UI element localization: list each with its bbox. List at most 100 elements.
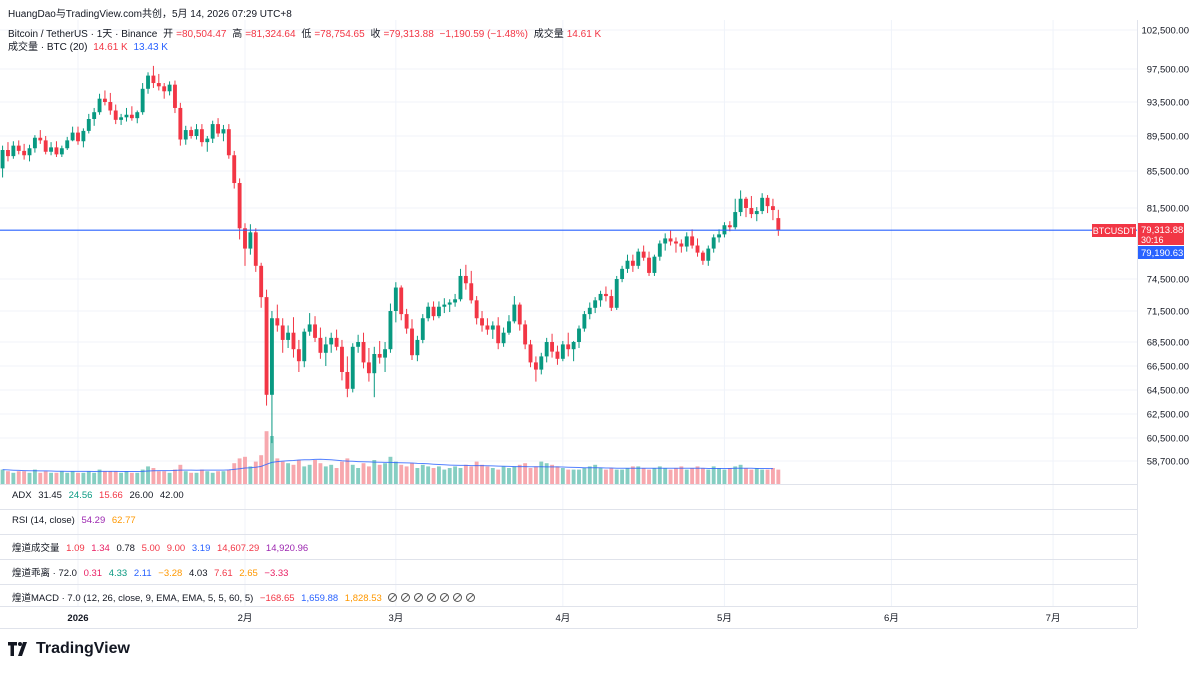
hd-volume-v1: 1.09 (66, 543, 85, 554)
candle-body (458, 275, 463, 300)
rsi-legend[interactable]: RSI (14, close) 54.29 62.77 (12, 515, 140, 526)
candle-body (776, 218, 781, 231)
candle-body (695, 245, 700, 253)
volume-bar (280, 461, 285, 484)
candle-body (162, 86, 167, 92)
volume-bar (65, 472, 70, 484)
candle-body (598, 293, 603, 301)
ma-price-tag-bg (1138, 246, 1184, 259)
volume-bar (507, 468, 511, 484)
candle-body (43, 140, 48, 152)
volume-bar (393, 461, 398, 484)
volume-bar (652, 468, 657, 484)
change-value: −1,190.59 (−1.48%) (439, 29, 528, 40)
price-tick-label: 81,500.00 (1147, 204, 1189, 215)
volume-bar (571, 469, 576, 484)
volume-bar (770, 468, 775, 484)
candle-body (189, 130, 194, 136)
candle-body (684, 236, 689, 247)
volume-bar (183, 471, 188, 484)
volume-bar (555, 466, 560, 484)
candle-body (286, 332, 291, 340)
candle-body (690, 236, 695, 246)
time-axis: 2026 2月 3月 4月 5月 6月 7月 (67, 613, 1060, 624)
volume-bar (70, 471, 75, 484)
volume-bar (776, 469, 781, 484)
countdown-tag: 30:16 (1141, 235, 1164, 245)
volume-bar (738, 464, 743, 484)
volume-bar (124, 471, 129, 484)
candle-body (97, 98, 102, 113)
hd-bias-v1: 0.31 (83, 568, 103, 579)
price-tick-label: 93,500.00 (1147, 98, 1189, 109)
volume-bar (76, 472, 80, 484)
volume-bar (474, 461, 479, 484)
volume-bar (496, 469, 501, 484)
volume-indicator-label[interactable]: 成交量 · BTC (20) (8, 42, 88, 53)
price-axis: 102,500.00 97,500.00 93,500.00 89,500.00 85,… (1141, 26, 1189, 468)
tradingview-logo[interactable]: TradingView (8, 640, 130, 658)
volume-legend: 成交量 · BTC (20) 14.61 K 13.43 K (8, 38, 171, 53)
volume-bar (59, 471, 64, 484)
close-value: =79,313.88 (383, 29, 434, 40)
candle-body (636, 251, 641, 266)
disabled-value-icon (388, 593, 398, 602)
candle-body (135, 112, 140, 119)
price-tick-label: 102,500.00 (1141, 26, 1189, 37)
adx-legend[interactable]: ADX 31.45 24.56 15.66 26.00 42.00 (12, 490, 188, 501)
candle-body (70, 132, 75, 141)
candle-body (657, 243, 662, 257)
symbol-title[interactable]: Bitcoin / TetherUS · 1天 · Binance (8, 29, 158, 40)
candle-body (760, 197, 765, 212)
volume-bar (146, 466, 150, 484)
volume-bar (663, 468, 668, 484)
hd-bias-v7: 2.65 (239, 568, 258, 579)
candle-body (0, 150, 5, 169)
candle-body (226, 129, 231, 156)
time-tick-label: 7月 (1046, 613, 1061, 624)
volume-bar (334, 468, 339, 484)
rsi-ma-value: 62.77 (111, 515, 136, 526)
candle-body (668, 238, 673, 242)
time-tick-label: 2月 (238, 613, 253, 624)
hd-bias-v4: −3.28 (158, 568, 183, 579)
hd-volume-v2: 1.34 (91, 543, 110, 554)
volume-bar (329, 464, 334, 484)
candle-body (253, 232, 258, 266)
time-tick-label: 3月 (388, 613, 403, 624)
volume-bar (296, 460, 301, 484)
ma-price-tag: 79,190.63 (1141, 248, 1183, 259)
hd-volume-legend[interactable]: 煌道成交量 1.09 1.34 0.78 5.00 9.00 3.19 14,6… (12, 540, 312, 554)
candle-body (577, 328, 581, 342)
volume-bar (350, 464, 355, 484)
candle-body (291, 332, 296, 350)
adx-label: ADX (12, 490, 32, 501)
volume-bar (377, 464, 382, 484)
volume-bar (86, 471, 91, 484)
candle-body (329, 337, 334, 345)
price-tick-label: 58,700.00 (1147, 457, 1189, 468)
close-label: 收 (370, 29, 381, 40)
volume-bar (404, 466, 409, 484)
adx-di-plus: 24.56 (68, 490, 93, 501)
volume-bar (577, 469, 581, 484)
volume-bar (340, 461, 344, 484)
candle-body (32, 137, 37, 149)
candle-body (733, 212, 738, 228)
candle-body (377, 354, 382, 358)
hd-macd-legend[interactable]: 煌道MACD · 7.0 (12, 26, close, 9, EMA, EMA… (12, 590, 479, 604)
candle-body (630, 260, 635, 266)
volume-bar (436, 466, 441, 484)
volume-bar (690, 468, 695, 484)
hd-bias-legend[interactable]: 煌道乖离 · 72.0 0.31 4.33 2.11 −3.28 4.03 7.… (12, 565, 292, 579)
volume-bar (92, 472, 97, 484)
volume-bar (135, 472, 140, 484)
candle-body (361, 342, 366, 363)
volume-bar (447, 468, 452, 484)
candle-body (501, 332, 506, 344)
volume-ma-value: 13.43 K (133, 42, 168, 53)
volume-bar (167, 472, 172, 484)
time-tick-label: 5月 (717, 613, 732, 624)
candle-body (744, 198, 748, 208)
